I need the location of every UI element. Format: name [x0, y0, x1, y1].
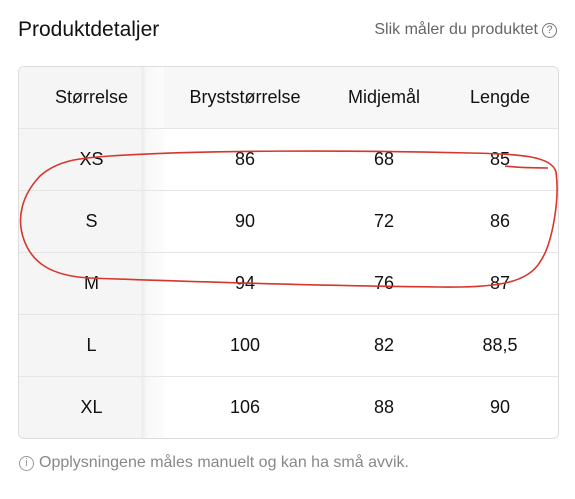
table-row: S 90 72 86 [19, 191, 558, 253]
header-row: Størrelse Bryststørrelse Midjemål Lengde [19, 67, 558, 129]
column-header: Bryststørrelse [164, 67, 326, 129]
measure-cell: 76 [326, 253, 442, 315]
info-icon: i [19, 455, 34, 471]
table-body: XS 86 68 85 S 90 72 86 M 94 76 87 L 100 82 88,5 XL 106 88 9… [19, 129, 558, 438]
measure-cell: 68 [326, 129, 442, 191]
measure-cell: 88 [373, 397, 395, 417]
size-cell: XS [19, 129, 164, 191]
link-text[interactable]: Slik måler du produktet [374, 21, 538, 38]
column-header: Størrelse [19, 67, 164, 129]
measure-cell: 86 [164, 129, 326, 191]
measure-cell: 87 [442, 253, 558, 315]
size-table: Størrelse Bryststørrelse Midjemål Lengde XS… [18, 66, 559, 439]
note-text: Opplysningene måles manuelt og kan ha sm… [39, 454, 409, 471]
table-row: XS 86 68 85 [19, 129, 558, 191]
table-row: L 100 82 88,5 [19, 315, 558, 377]
title: Produktdetaljer [18, 18, 160, 41]
size-cell: S [19, 191, 164, 253]
help-icon[interactable]: ? [542, 22, 557, 38]
table-row: XL 106 88 90 [19, 377, 558, 438]
measure-cell: 106 [229, 397, 261, 417]
measure-cell: 72 [326, 191, 442, 253]
measure-cell: 94 [164, 253, 326, 315]
measure-cell: 88,5 [442, 315, 558, 377]
measure-cell: 90 [164, 191, 326, 253]
column-header: Lengde [442, 67, 558, 129]
size-cell: M [19, 253, 164, 315]
measure-cell: 100 [164, 315, 326, 377]
measure-cell: 90 [489, 397, 511, 417]
table-row: M 94 76 87 [19, 253, 558, 315]
footer-note: i Opplysningene måles manuelt og kan ha s… [19, 454, 409, 472]
measure-cell: 85 [442, 129, 558, 191]
size-cell: L [19, 315, 164, 377]
measure-link[interactable]: Slik måler du produktet? [374, 21, 557, 39]
measure-cell: 86 [442, 191, 558, 253]
column-header: Midjemål [326, 67, 442, 129]
measure-cell: 82 [326, 315, 442, 377]
size-cell: XL [19, 377, 164, 438]
